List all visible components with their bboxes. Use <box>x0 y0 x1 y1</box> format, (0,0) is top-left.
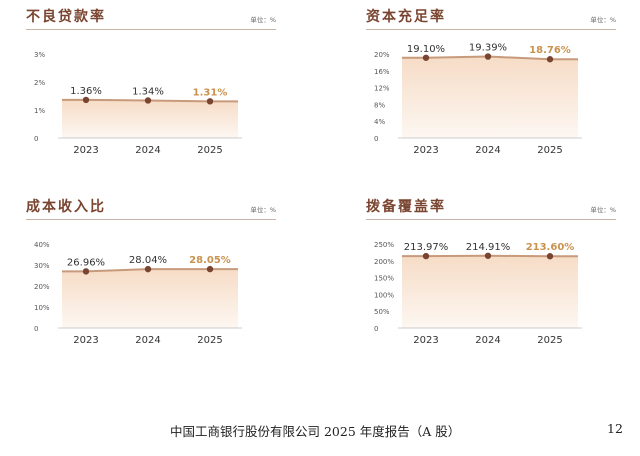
cost-income-panel: 成本收入比 单位：% 0 10% 20% 30% 40% 26.96% 2023 28.04%… <box>26 196 276 366</box>
x-tick-label: 2024 <box>135 335 160 346</box>
y-tick-label: 0 <box>34 135 38 143</box>
data-label: 26.96% <box>67 257 105 268</box>
unit-label: 单位：% <box>250 16 276 24</box>
data-label: 1.36% <box>70 86 102 97</box>
footer-text: 中国工商银行股份有限公司 2025 年度报告（A 股） <box>170 424 461 439</box>
y-tick-label: 250% <box>374 241 394 249</box>
x-tick-label: 2023 <box>413 145 438 156</box>
x-tick-label: 2024 <box>135 145 160 156</box>
data-point <box>546 253 554 260</box>
x-tick-label: 2025 <box>197 145 222 156</box>
area-fill <box>402 255 578 328</box>
data-point <box>422 252 430 260</box>
x-tick-label: 2025 <box>537 145 562 156</box>
data-label: 18.76% <box>529 45 571 56</box>
capital-adequacy-panel: 资本充足率 单位：% 0 4% 8% 12% 16% 20% 19.10% 2023 19.39… <box>366 6 616 176</box>
y-tick-label: 20% <box>34 283 50 291</box>
data-point <box>206 265 214 273</box>
data-label: 214.91% <box>466 242 511 253</box>
area-fill <box>402 56 578 139</box>
data-point <box>206 98 214 105</box>
y-tick-label: 1% <box>34 107 45 115</box>
panel-title: 不良贷款率 <box>26 9 106 25</box>
y-tick-label: 16% <box>374 68 390 76</box>
data-label: 28.04% <box>129 255 167 266</box>
area-fill <box>62 99 238 138</box>
data-point <box>422 54 430 61</box>
data-label: 19.39% <box>469 43 507 54</box>
y-tick-label: 0 <box>374 135 378 143</box>
panel-title: 成本收入比 <box>26 199 106 215</box>
y-tick-label: 0 <box>374 325 378 333</box>
x-tick-label: 2023 <box>413 335 438 346</box>
npl-ratio-chart: 0 1% 2% 3% 1.36% 2023 1.34% 2024 1.31% 2025 <box>34 51 242 156</box>
data-label: 213.97% <box>404 242 449 253</box>
y-tick-label: 3% <box>34 51 45 59</box>
npl-ratio-panel: 不良贷款率 单位：% 0 1% 2% 3% 1.36% 2023 1.34% 2024 1.31… <box>26 6 276 176</box>
y-tick-label: 30% <box>34 262 50 270</box>
x-tick-label: 2025 <box>197 335 222 346</box>
page-number: 12 <box>607 421 623 436</box>
y-tick-label: 50% <box>374 308 390 316</box>
data-point <box>484 252 492 259</box>
data-label: 19.10% <box>407 44 445 55</box>
data-point <box>546 56 554 63</box>
title-rule <box>26 219 276 220</box>
data-label: 1.31% <box>193 87 228 98</box>
x-tick-label: 2024 <box>475 145 500 156</box>
y-tick-label: 40% <box>34 241 50 249</box>
x-tick-label: 2025 <box>537 335 562 346</box>
capital-adequacy-chart: 0 4% 8% 12% 16% 20% 19.10% 2023 19.39% 2024 18.76%… <box>374 43 582 156</box>
unit-label: 单位：% <box>250 206 276 214</box>
y-tick-label: 8% <box>374 101 385 109</box>
data-label: 1.34% <box>132 86 164 97</box>
unit-label: 单位：% <box>590 206 616 214</box>
cost-income-chart: 0 10% 20% 30% 40% 26.96% 2023 28.04% 2024 28.05% 2… <box>34 241 242 346</box>
y-tick-label: 150% <box>374 275 394 283</box>
data-label: 28.05% <box>189 255 231 266</box>
data-point <box>144 97 152 104</box>
provision-coverage-chart: 0 50% 100% 150% 200% 250% 213.97% 2023 214.91% 20… <box>374 241 582 346</box>
y-tick-label: 100% <box>374 291 394 299</box>
y-tick-label: 200% <box>374 258 394 266</box>
panel-title: 资本充足率 <box>366 9 446 25</box>
y-tick-label: 12% <box>374 85 390 93</box>
data-point <box>484 53 492 60</box>
data-point <box>82 268 90 275</box>
panel-title: 拨备覆盖率 <box>366 199 446 215</box>
title-rule <box>26 29 276 30</box>
area-fill <box>62 269 238 328</box>
x-tick-label: 2024 <box>475 335 500 346</box>
data-point <box>144 265 152 273</box>
y-tick-label: 20% <box>374 51 390 59</box>
x-tick-label: 2023 <box>73 145 98 156</box>
title-rule <box>366 29 616 30</box>
unit-label: 单位：% <box>590 16 616 24</box>
y-tick-label: 4% <box>374 118 385 126</box>
provision-coverage-panel: 拨备覆盖率 单位：% 0 50% 100% 150% 200% 250% 213.97% 20… <box>366 196 616 366</box>
y-tick-label: 0 <box>34 325 38 333</box>
y-tick-label: 2% <box>34 79 45 87</box>
title-rule <box>366 219 616 220</box>
data-point <box>82 96 90 104</box>
data-label: 213.60% <box>526 242 575 253</box>
y-tick-label: 10% <box>34 304 50 312</box>
x-tick-label: 2023 <box>73 335 98 346</box>
